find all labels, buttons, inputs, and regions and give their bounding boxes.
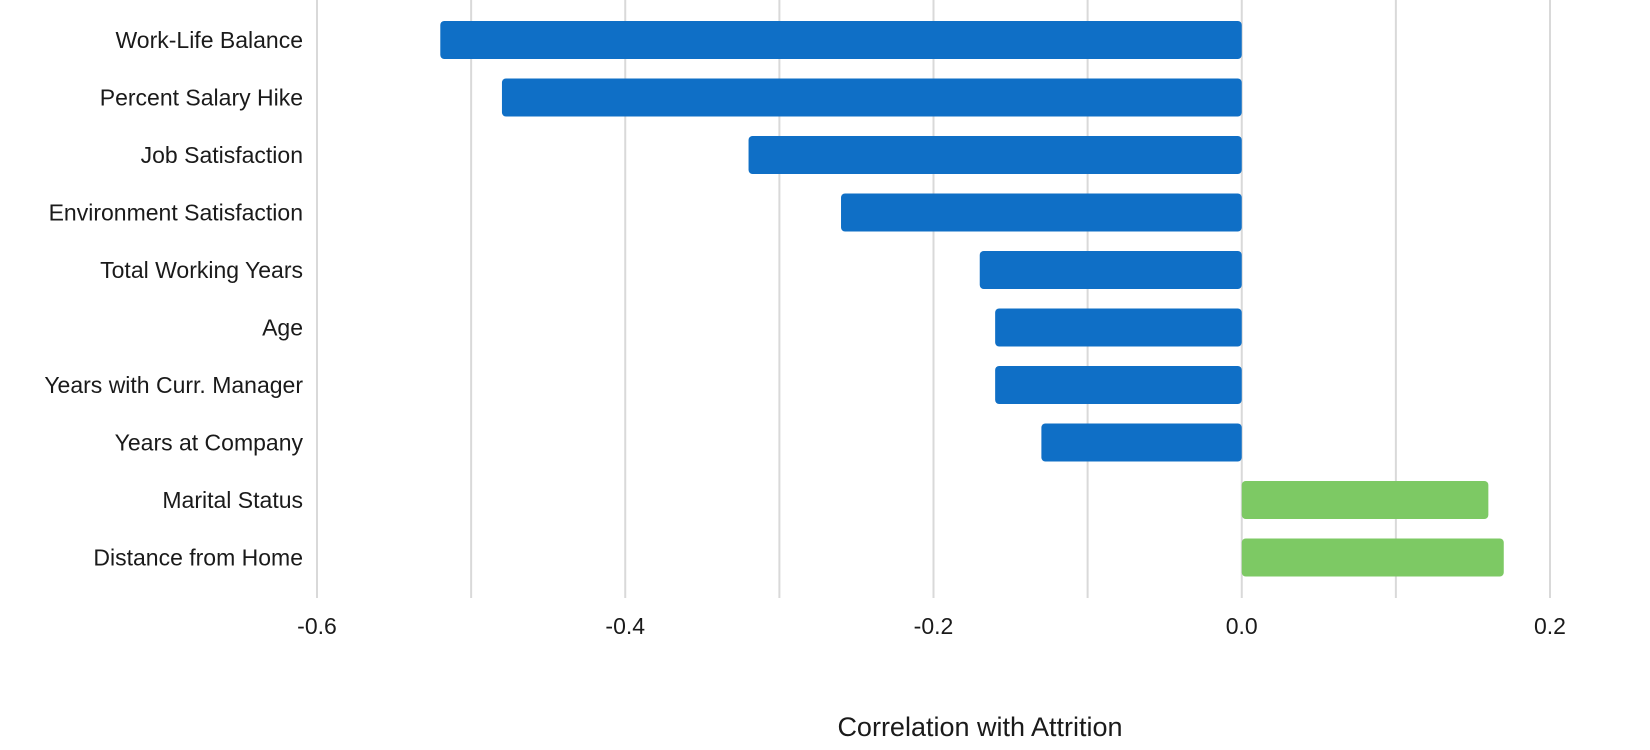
bar-distance-from-home [1241, 538, 1504, 577]
bar-years-at-company [1041, 423, 1242, 462]
bar-work-life-balance [440, 21, 1242, 59]
category-label: Distance from Home [93, 545, 303, 571]
x-tick-label: 0.2 [1534, 613, 1566, 639]
category-label: Job Satisfaction [141, 142, 303, 168]
category-label-layer: Work-Life Balance Percent Salary Hike Job … [44, 27, 303, 571]
category-label: Environment Satisfaction [49, 200, 303, 226]
bar-marital-status [1241, 481, 1489, 519]
category-label: Work-Life Balance [116, 27, 304, 53]
x-tick-label: -0.2 [914, 613, 954, 639]
bar-percent-salary-hike [501, 78, 1242, 117]
x-tick-label: -0.4 [605, 613, 645, 639]
category-label: Percent Salary Hike [100, 85, 303, 111]
category-label: Years with Curr. Manager [44, 372, 303, 398]
bar-age [995, 308, 1242, 347]
x-tick-label: -0.6 [297, 613, 337, 639]
bar-job-satisfaction [748, 136, 1242, 174]
x-tick-layer: -0.6 -0.4 -0.2 0.0 0.2 [297, 613, 1566, 639]
category-label: Total Working Years [100, 257, 303, 283]
x-axis-title: Correlation with Attrition [837, 712, 1122, 742]
category-label: Years at Company [115, 430, 304, 456]
bar-total-working-years [979, 251, 1242, 289]
category-label: Marital Status [162, 487, 303, 513]
x-tick-label: 0.0 [1226, 613, 1258, 639]
category-label: Age [262, 315, 303, 341]
bar-environment-satisfaction [841, 193, 1242, 232]
bar-years-with-curr-manager [995, 366, 1242, 404]
bar-layer [440, 21, 1504, 577]
